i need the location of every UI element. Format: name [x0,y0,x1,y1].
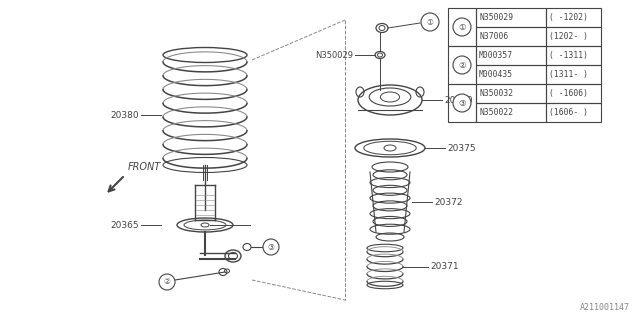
Text: (1202- ): (1202- ) [549,32,588,41]
Text: 20371: 20371 [430,262,459,271]
Text: ②: ② [458,60,466,69]
Circle shape [159,274,175,290]
Text: ①: ① [458,22,466,31]
Text: 20370: 20370 [444,95,472,105]
Circle shape [453,56,471,74]
Text: (1311- ): (1311- ) [549,70,588,79]
Text: N37006: N37006 [479,32,508,41]
Circle shape [263,239,279,255]
Text: M000357: M000357 [479,51,513,60]
Text: 20375: 20375 [447,143,476,153]
Circle shape [421,13,439,31]
Text: N350022: N350022 [479,108,513,117]
Text: (1606- ): (1606- ) [549,108,588,117]
Text: ①: ① [427,18,433,27]
Text: N350032: N350032 [479,89,513,98]
Text: N350029: N350029 [315,51,353,60]
Text: ③: ③ [268,243,275,252]
Text: N350029: N350029 [479,13,513,22]
Text: 20372: 20372 [434,197,463,206]
Text: A211001147: A211001147 [580,303,630,312]
Text: 20365: 20365 [110,220,139,229]
Text: 20380: 20380 [110,110,139,119]
Text: ( -1606): ( -1606) [549,89,588,98]
Circle shape [453,18,471,36]
Text: ③: ③ [458,99,466,108]
Text: ②: ② [164,277,170,286]
Text: M000435: M000435 [479,70,513,79]
Text: FRONT: FRONT [128,162,161,172]
Text: ( -1311): ( -1311) [549,51,588,60]
Text: ( -1202): ( -1202) [549,13,588,22]
Circle shape [453,94,471,112]
